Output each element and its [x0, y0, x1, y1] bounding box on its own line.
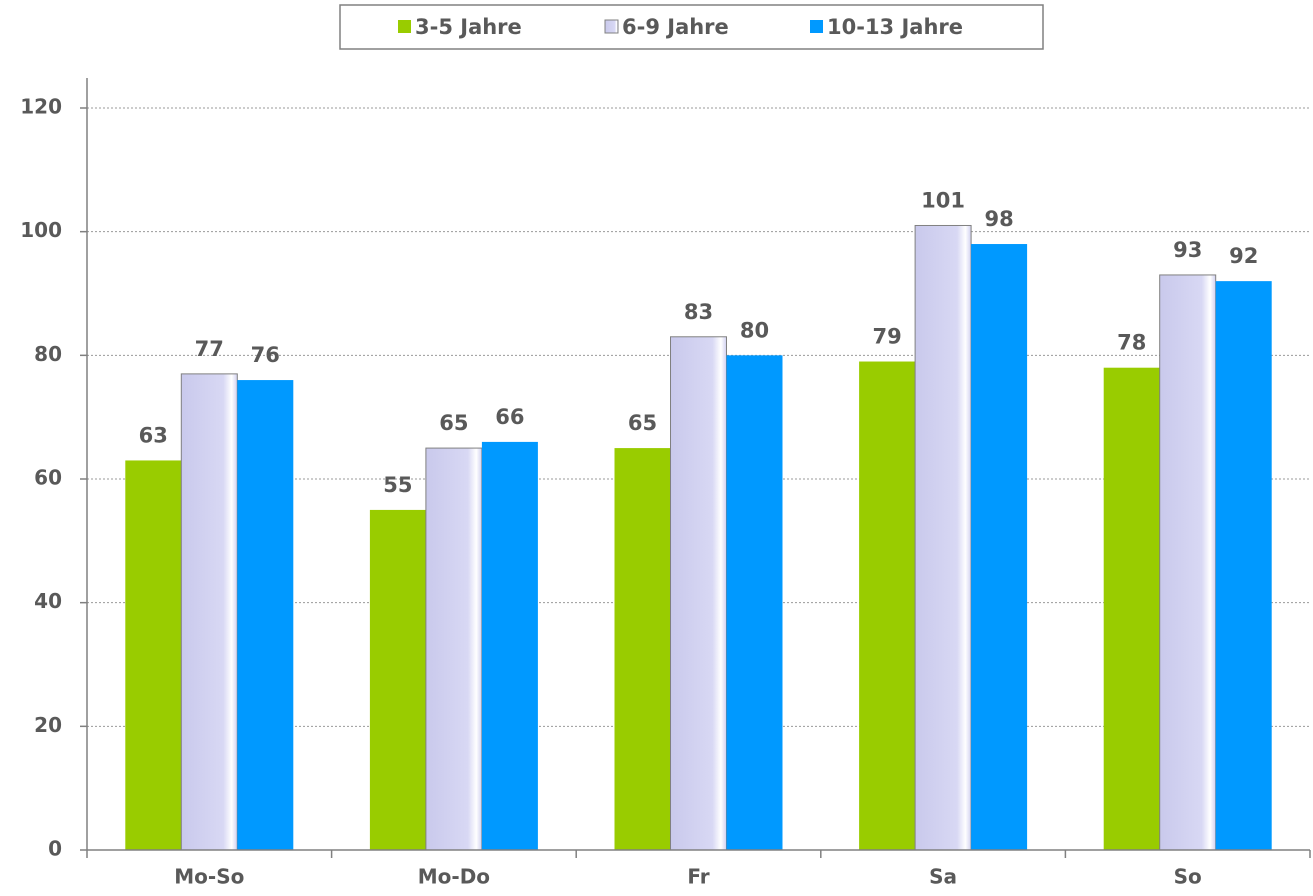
y-tick-label: 40 [34, 589, 62, 613]
y-tick-label: 120 [20, 95, 62, 119]
data-label: 93 [1173, 238, 1202, 262]
bar [481, 441, 538, 850]
bar [425, 447, 483, 851]
data-label: 80 [740, 318, 769, 342]
data-label: 63 [139, 423, 168, 447]
x-tick-label: Fr [687, 865, 709, 889]
data-label: 83 [684, 300, 713, 324]
data-label: 92 [1229, 244, 1258, 268]
bar [125, 460, 182, 850]
bar [237, 380, 294, 850]
bar [614, 448, 671, 850]
legend-swatch [604, 19, 619, 34]
y-tick-label: 100 [20, 218, 62, 242]
data-label: 77 [195, 337, 224, 361]
bar [1103, 367, 1160, 850]
x-tick-label: Mo-Do [418, 865, 490, 889]
bar [914, 224, 972, 851]
y-tick-label: 80 [34, 342, 62, 366]
bar [859, 361, 916, 850]
bar [726, 355, 783, 850]
bar [180, 373, 238, 851]
x-tick-label: So [1174, 865, 1202, 889]
data-label: 78 [1117, 331, 1146, 355]
legend-label: 3-5 Jahre [415, 15, 522, 39]
data-label: 79 [872, 325, 901, 349]
data-label: 66 [495, 405, 524, 429]
bar [1215, 281, 1272, 851]
legend-label: 6-9 Jahre [622, 15, 729, 39]
data-label: 65 [439, 411, 468, 435]
data-label: 65 [628, 411, 657, 435]
legend-label: 10-13 Jahre [827, 15, 963, 39]
data-label: 98 [984, 207, 1013, 231]
legend-box [339, 4, 1044, 50]
bar [369, 509, 426, 850]
y-tick-label: 20 [34, 713, 62, 737]
legend-swatch [398, 20, 411, 33]
bar [971, 244, 1028, 851]
legend-swatch [810, 20, 823, 33]
data-label: 76 [251, 343, 280, 367]
x-tick-label: Mo-So [174, 865, 244, 889]
bar [670, 336, 727, 851]
bar [1159, 274, 1217, 851]
x-tick-label: Sa [929, 865, 957, 889]
y-tick-label: 60 [34, 466, 62, 490]
data-label: 101 [921, 188, 965, 212]
data-label: 55 [383, 473, 412, 497]
y-tick-label: 0 [48, 837, 62, 861]
